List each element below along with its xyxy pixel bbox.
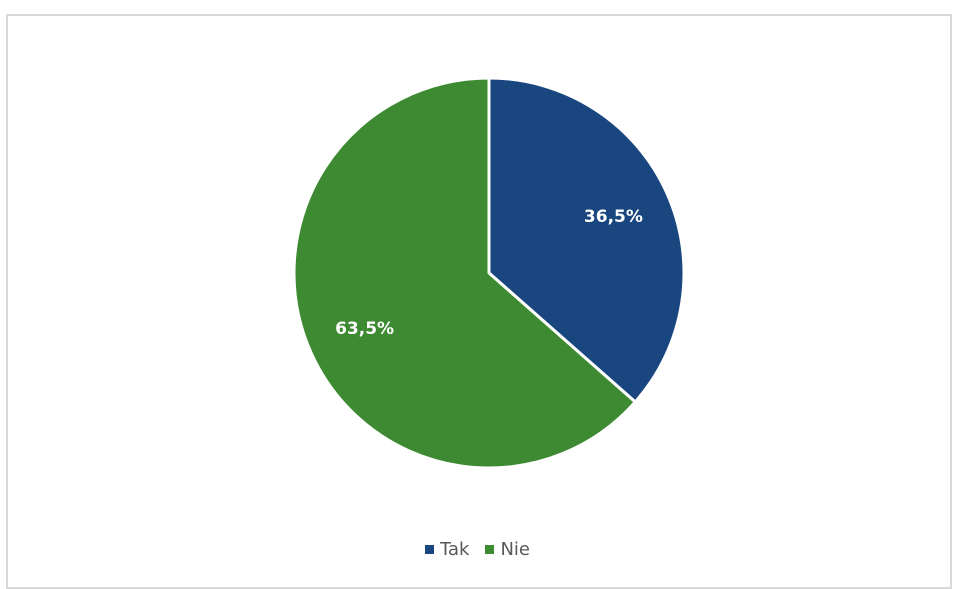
pie-slice-tak bbox=[487, 76, 686, 404]
data-label-tak: 36,5% bbox=[584, 207, 643, 227]
pie-slice-nie bbox=[292, 76, 637, 470]
data-label-nie: 63,5% bbox=[335, 319, 394, 339]
pie-data-labels: 36,5% 63,5% bbox=[335, 207, 643, 339]
legend-swatch-nie bbox=[485, 545, 495, 554]
legend-label-tak: Tak bbox=[439, 539, 470, 560]
legend: Tak Nie bbox=[0, 539, 955, 560]
pie-slices bbox=[292, 76, 686, 470]
legend-swatch-tak bbox=[424, 545, 434, 554]
legend-item-tak: Tak bbox=[424, 539, 470, 560]
legend-label-nie: Nie bbox=[500, 539, 531, 560]
legend-item-nie: Nie bbox=[485, 539, 530, 560]
